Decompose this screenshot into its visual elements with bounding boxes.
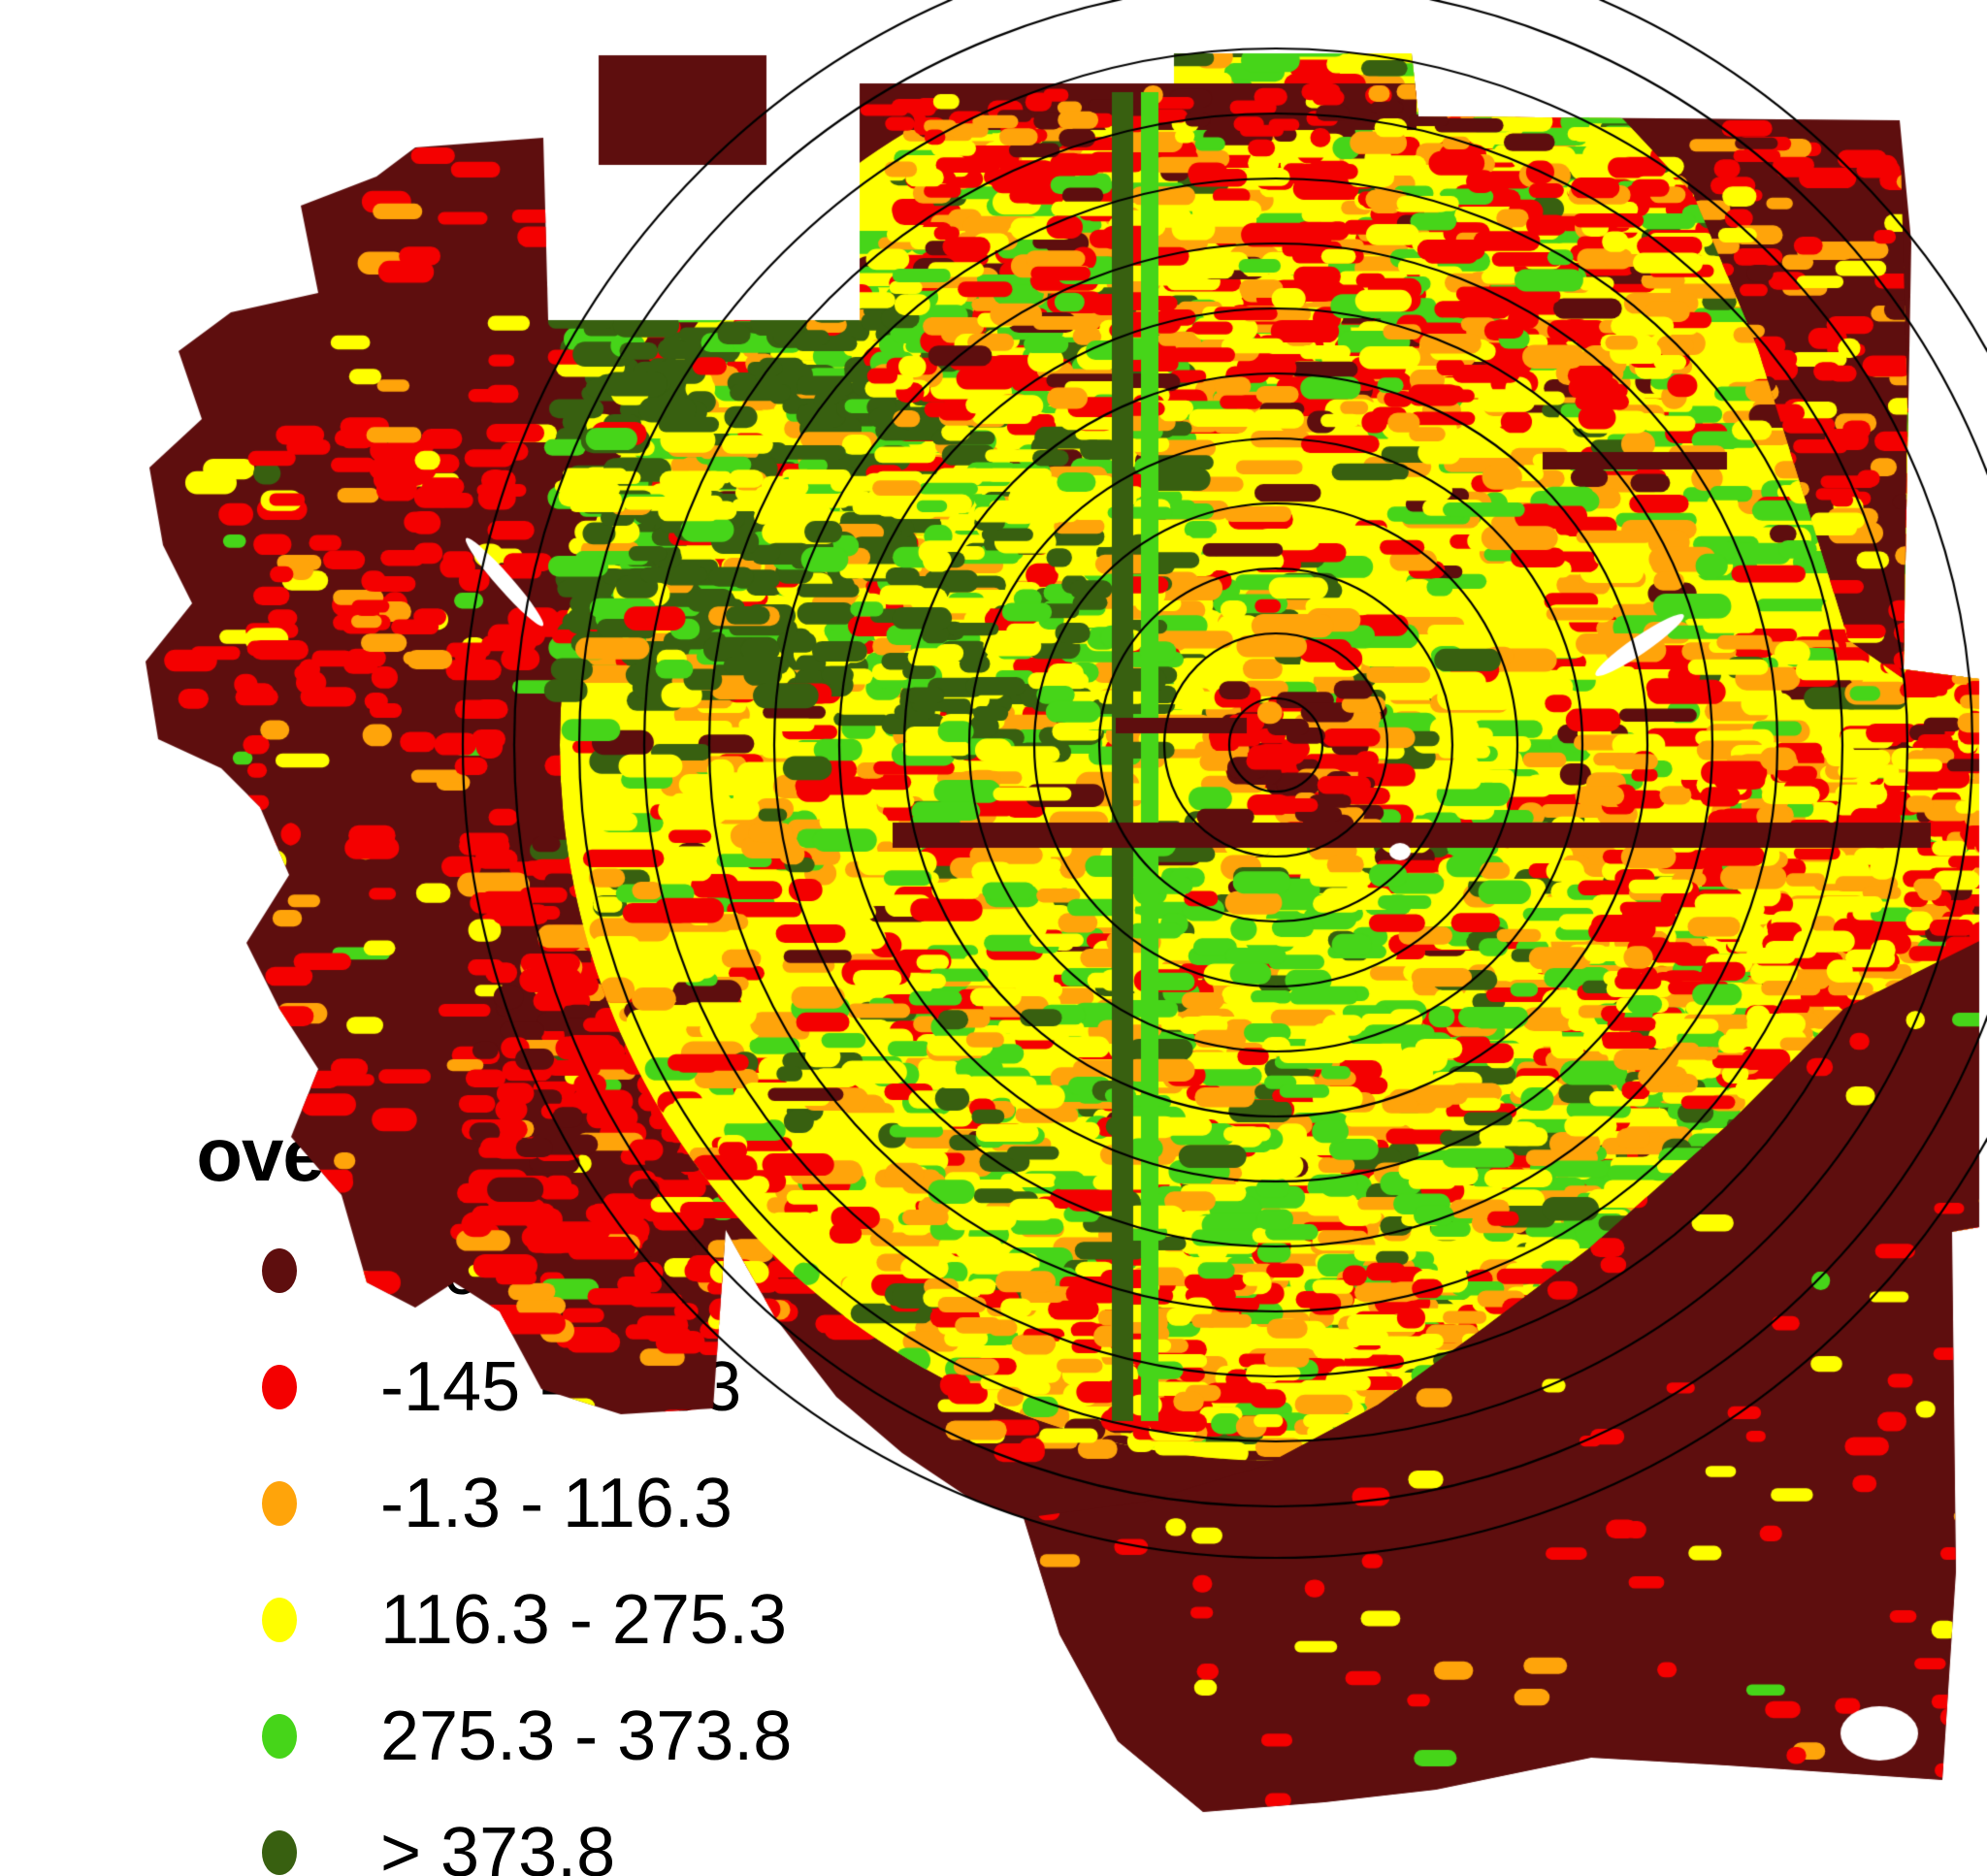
net-return-field-map-canvas (0, 0, 1987, 1876)
map-stage: Net return over variable cost -500 - -14… (0, 0, 1987, 1876)
